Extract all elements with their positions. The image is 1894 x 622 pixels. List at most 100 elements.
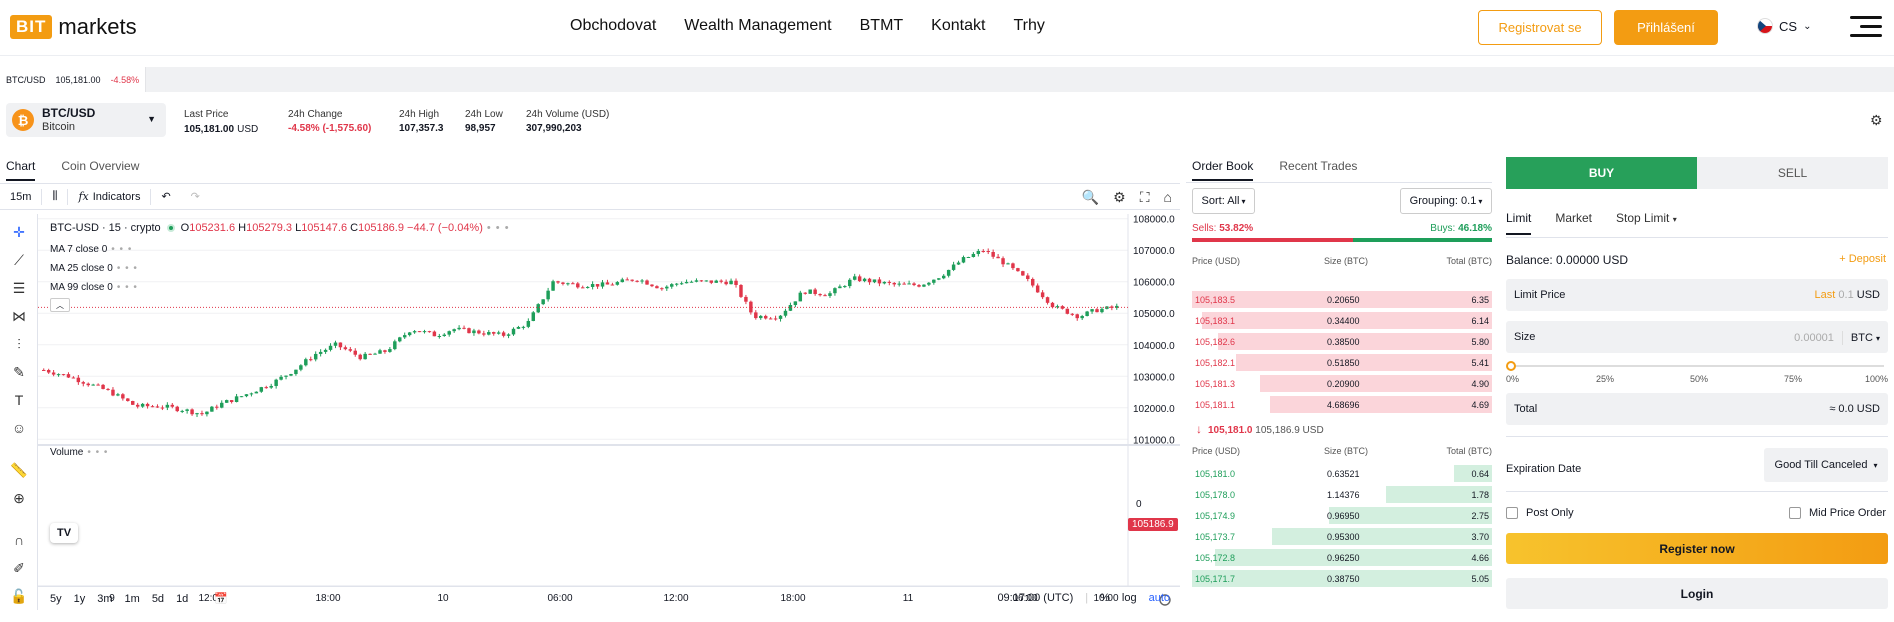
candle[interactable] bbox=[1110, 305, 1114, 311]
candle[interactable] bbox=[793, 301, 798, 308]
percent-toggle[interactable]: % bbox=[1100, 592, 1110, 604]
candle[interactable] bbox=[645, 279, 649, 285]
candle[interactable] bbox=[1001, 256, 1005, 268]
candle[interactable] bbox=[946, 269, 951, 278]
brush-icon[interactable]: ✎ bbox=[13, 363, 25, 380]
candle[interactable] bbox=[323, 348, 328, 354]
candle[interactable] bbox=[941, 274, 946, 280]
candle[interactable] bbox=[215, 404, 219, 410]
candle[interactable] bbox=[402, 332, 407, 339]
candle[interactable] bbox=[76, 375, 81, 385]
candle[interactable] bbox=[561, 281, 565, 286]
total-field[interactable]: Total ≈ 0.0 USD bbox=[1506, 393, 1888, 425]
candle[interactable] bbox=[417, 331, 422, 333]
candle[interactable] bbox=[516, 325, 521, 330]
candle[interactable] bbox=[1075, 313, 1079, 321]
candle[interactable] bbox=[412, 329, 417, 334]
crosshair-icon[interactable]: ✛ bbox=[13, 223, 25, 240]
candle[interactable] bbox=[126, 398, 130, 402]
candle[interactable] bbox=[581, 285, 585, 289]
candle[interactable] bbox=[299, 364, 303, 372]
candle[interactable] bbox=[759, 314, 763, 320]
candle[interactable] bbox=[393, 339, 397, 351]
login-button[interactable]: Přihlášení bbox=[1614, 10, 1718, 45]
candle[interactable] bbox=[427, 330, 432, 333]
candle[interactable] bbox=[284, 375, 288, 380]
candle[interactable] bbox=[1090, 308, 1094, 314]
candle[interactable] bbox=[541, 299, 545, 306]
candle[interactable] bbox=[160, 405, 165, 411]
candle[interactable] bbox=[254, 391, 259, 394]
lock-pen-icon[interactable]: ✐ bbox=[13, 559, 25, 576]
candle[interactable] bbox=[61, 373, 66, 376]
bid-row[interactable]: 105,181.0 0.63521 0.64 bbox=[1192, 464, 1492, 482]
candle[interactable] bbox=[660, 287, 664, 291]
candle[interactable] bbox=[1080, 314, 1084, 321]
grouping-dropdown[interactable]: Grouping: 0.1 ▾ bbox=[1400, 188, 1492, 214]
candle[interactable] bbox=[843, 285, 847, 288]
candle[interactable] bbox=[333, 340, 338, 349]
menu-icon[interactable] bbox=[1850, 16, 1882, 38]
candle[interactable] bbox=[140, 402, 145, 408]
candle[interactable] bbox=[605, 279, 610, 285]
candle[interactable] bbox=[951, 261, 956, 272]
candle[interactable] bbox=[867, 277, 872, 285]
range-1d[interactable]: 1d bbox=[176, 592, 189, 605]
candle[interactable] bbox=[373, 352, 377, 355]
candle[interactable] bbox=[116, 392, 120, 397]
candle[interactable] bbox=[556, 280, 560, 284]
tab-chart[interactable]: Chart bbox=[6, 159, 36, 181]
lock-icon[interactable]: 🔓 bbox=[10, 587, 28, 604]
candle[interactable] bbox=[635, 280, 639, 283]
candle[interactable] bbox=[249, 392, 254, 397]
chevron-up-icon[interactable]: ︿ bbox=[50, 298, 70, 312]
candle[interactable] bbox=[1035, 283, 1040, 293]
magnet-icon[interactable]: ∩ bbox=[13, 532, 25, 548]
candle[interactable] bbox=[343, 345, 348, 351]
zoom-icon[interactable]: ⊕ bbox=[13, 489, 25, 506]
candle[interactable] bbox=[768, 316, 773, 320]
log-toggle[interactable]: log bbox=[1121, 592, 1137, 604]
candle[interactable] bbox=[754, 310, 758, 320]
candle[interactable] bbox=[566, 282, 570, 286]
bitmarkets-logo[interactable]: BIT markets bbox=[10, 14, 137, 40]
candle[interactable] bbox=[650, 284, 654, 288]
nav-link-wealth-management[interactable]: Wealth Management bbox=[684, 17, 832, 34]
candle[interactable] bbox=[803, 292, 807, 295]
range-1m[interactable]: 1m bbox=[124, 592, 140, 605]
ask-row[interactable]: 105,181.1 4.68696 4.69 bbox=[1192, 395, 1492, 413]
candle[interactable] bbox=[353, 348, 357, 357]
fib-icon[interactable]: ☰ bbox=[12, 279, 26, 296]
tab-stop-limit[interactable]: Stop Limit ▾ bbox=[1616, 211, 1677, 225]
candle[interactable] bbox=[857, 274, 862, 282]
candle[interactable] bbox=[521, 325, 526, 330]
candle[interactable] bbox=[185, 408, 189, 414]
candle[interactable] bbox=[922, 284, 926, 288]
candle[interactable] bbox=[1115, 303, 1119, 310]
candle[interactable] bbox=[813, 287, 817, 296]
candle[interactable] bbox=[996, 254, 1000, 259]
limit-price-field[interactable]: Limit Price Last 0.1 USD bbox=[1506, 279, 1888, 311]
candle[interactable] bbox=[294, 369, 298, 376]
nav-link-kontakt[interactable]: Kontakt bbox=[931, 17, 986, 34]
candle[interactable] bbox=[506, 333, 511, 339]
auto-toggle[interactable]: auto bbox=[1148, 592, 1170, 604]
candle[interactable] bbox=[536, 303, 540, 314]
screenshot-icon[interactable]: ⌂ bbox=[1163, 189, 1172, 205]
candle[interactable] bbox=[576, 282, 580, 289]
tradingview-logo[interactable]: TV bbox=[50, 523, 78, 543]
candle[interactable] bbox=[328, 343, 333, 352]
candle[interactable] bbox=[610, 282, 615, 286]
mid-price-order-checkbox[interactable]: Mid Price Order bbox=[1788, 507, 1886, 519]
candle[interactable] bbox=[274, 378, 278, 389]
candle[interactable] bbox=[309, 356, 313, 362]
candle[interactable] bbox=[165, 402, 170, 411]
candle[interactable] bbox=[595, 284, 600, 289]
candle[interactable] bbox=[818, 293, 822, 297]
candle[interactable] bbox=[734, 278, 738, 288]
candle[interactable] bbox=[699, 280, 704, 282]
candle[interactable] bbox=[848, 278, 852, 289]
candle[interactable] bbox=[961, 255, 966, 264]
language-selector[interactable]: CS ⌄ bbox=[1757, 18, 1811, 34]
nav-link-obchodovat[interactable]: Obchodovat bbox=[570, 17, 657, 34]
